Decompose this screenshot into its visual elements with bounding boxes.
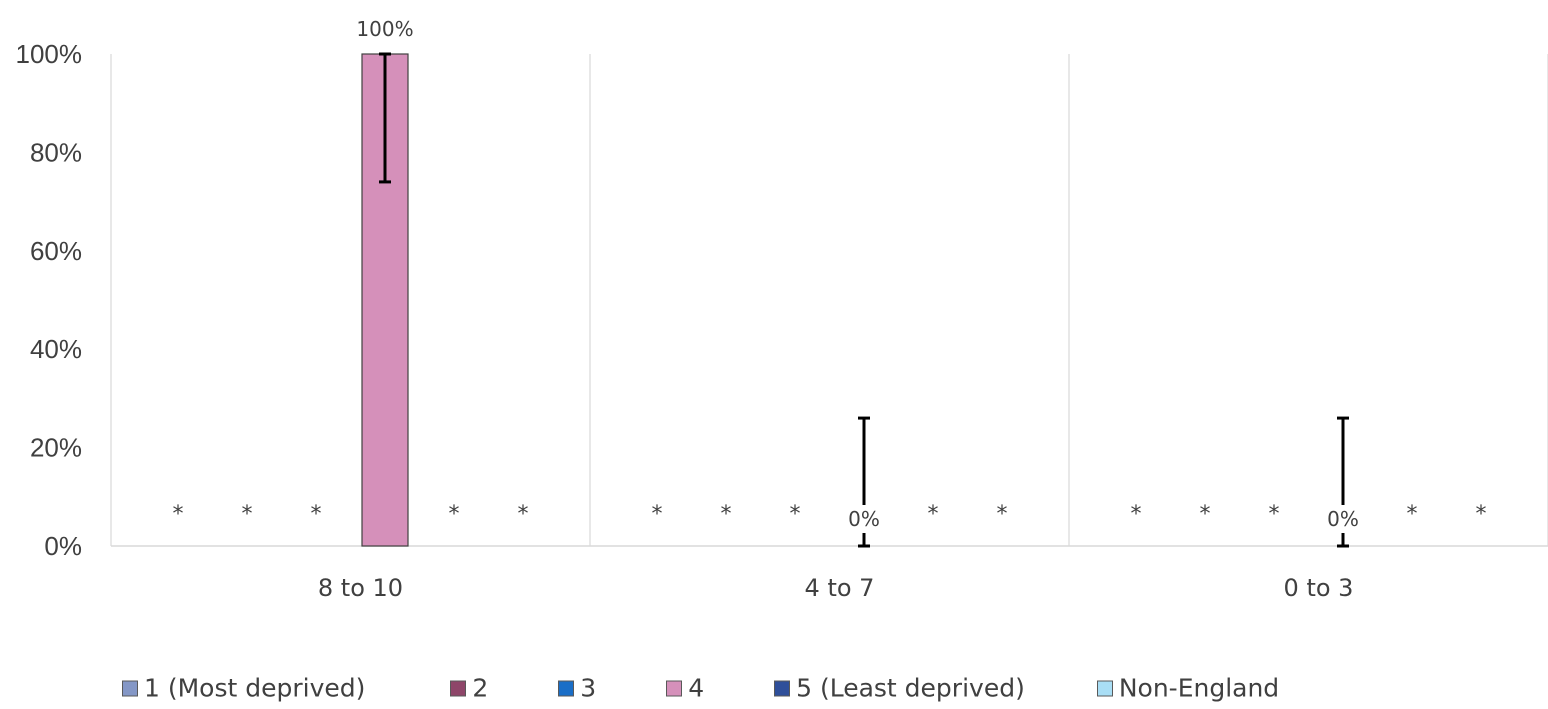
y-tick-label: 20%	[30, 433, 82, 463]
suppressed-marker: *	[721, 502, 732, 527]
legend-swatch	[558, 680, 575, 696]
suppressed-marker: *	[518, 502, 529, 527]
legend-label: 4	[688, 673, 705, 703]
legend-item: 3	[558, 674, 596, 703]
y-tick-label: 40%	[30, 334, 82, 364]
axis-layer: 0% 20% 40% 60% 80% 100% 8 to 10 4 to 7 0 to 3	[16, 39, 1548, 602]
data-label-background	[1322, 505, 1364, 533]
data-label: 0%	[848, 507, 880, 531]
labels-layer: * * * * * * * * * 100% 0% 0% * * * * * *	[173, 17, 1487, 533]
legend: 1 (Most deprived) 2 3 4 5 (Least deprived) No…	[122, 674, 1279, 703]
suppressed-marker: *	[311, 502, 322, 527]
category-label: 4 to 7	[805, 574, 875, 602]
suppressed-marker: *	[652, 502, 663, 527]
data-label: 100%	[356, 17, 413, 41]
suppressed-marker: *	[1407, 502, 1418, 527]
legend-label: Non-England	[1118, 673, 1280, 703]
suppressed-marker: *	[1269, 502, 1280, 527]
y-tick-label: 60%	[30, 236, 82, 266]
data-label-background	[843, 505, 885, 533]
suppressed-marker: *	[928, 502, 939, 527]
category-label: 8 to 10	[318, 574, 403, 602]
y-tick-label: 100%	[16, 39, 83, 69]
legend-label: 5 (Least deprived)	[796, 673, 1025, 703]
legend-swatch	[774, 680, 791, 696]
legend-item: Non-England	[1096, 673, 1280, 703]
suppressed-marker: *	[173, 502, 184, 527]
category-label: 0 to 3	[1284, 574, 1354, 602]
suppressed-marker: *	[790, 502, 801, 527]
legend-swatch	[122, 680, 138, 696]
legend-swatch	[450, 680, 467, 696]
legend-swatch	[666, 680, 683, 696]
suppressed-marker: *	[1200, 502, 1211, 527]
suppressed-marker: *	[449, 502, 460, 527]
legend-swatch	[1096, 680, 1113, 696]
legend-item: 1 (Most deprived)	[122, 674, 365, 703]
suppressed-marker: *	[1476, 502, 1487, 527]
y-tick-label: 0%	[44, 531, 82, 561]
legend-item: 5 (Least deprived)	[774, 674, 1025, 703]
suppressed-marker: *	[242, 502, 253, 527]
legend-item: 2	[450, 674, 488, 703]
legend-label: 3	[580, 673, 597, 703]
legend-label: 1 (Most deprived)	[144, 673, 366, 703]
bars-layer	[361, 52, 1349, 548]
legend-label: 2	[472, 673, 489, 703]
legend-item: 4	[666, 674, 704, 703]
suppressed-marker: *	[1131, 502, 1142, 527]
data-label: 0%	[1327, 507, 1359, 531]
y-tick-label: 80%	[30, 137, 82, 167]
suppressed-marker: *	[997, 502, 1008, 527]
